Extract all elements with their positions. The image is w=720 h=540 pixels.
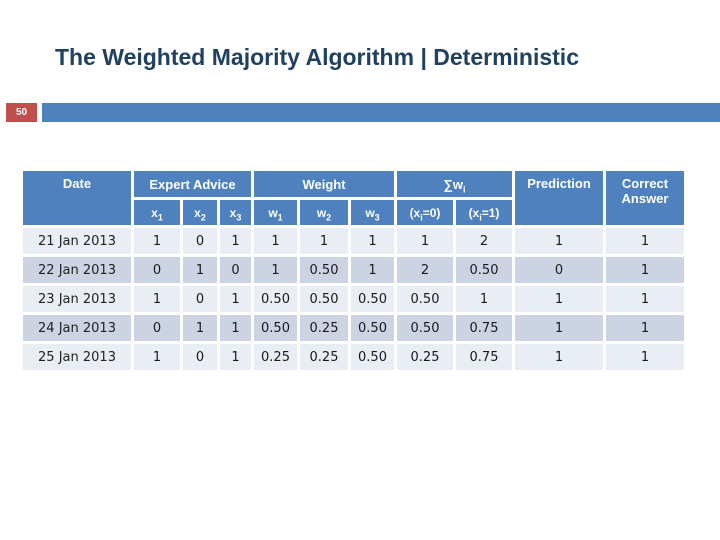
sum-xi1-cell: 0.75 [456, 344, 512, 370]
table-row: 24 Jan 2013 0 1 1 0.50 0.25 0.50 0.50 0.… [23, 315, 684, 341]
w1-cell: 0.50 [254, 286, 297, 312]
w3-cell: 0.50 [351, 286, 394, 312]
correct-answer-cell: 1 [606, 344, 684, 370]
sum-xi1-cell: 0.50 [456, 257, 512, 283]
sum-wi-label: ∑w [443, 176, 463, 192]
w2-cell: 0.25 [300, 344, 348, 370]
w1-cell: 0.50 [254, 315, 297, 341]
x1-cell: 0 [134, 257, 180, 283]
column-header-correct-answer: Correct Answer [606, 171, 684, 225]
w1-cell: 1 [254, 228, 297, 254]
x1-cell: 1 [134, 344, 180, 370]
column-group-expert-advice: Expert Advice [134, 171, 251, 197]
w2-cell: 0.25 [300, 315, 348, 341]
column-header-x3: x3 [220, 200, 251, 225]
date-cell: 23 Jan 2013 [23, 286, 131, 312]
table-row: 21 Jan 2013 1 0 1 1 1 1 1 2 1 1 [23, 228, 684, 254]
sum-xi0-cell: 0.25 [397, 344, 453, 370]
correct-answer-cell: 1 [606, 257, 684, 283]
column-header-w1: w1 [254, 200, 297, 225]
table-row: 23 Jan 2013 1 0 1 0.50 0.50 0.50 0.50 1 … [23, 286, 684, 312]
w3-cell: 1 [351, 257, 394, 283]
x2-cell: 1 [183, 315, 217, 341]
x3-cell: 1 [220, 228, 251, 254]
prediction-cell: 1 [515, 344, 603, 370]
column-group-weight: Weight [254, 171, 394, 197]
prediction-cell: 1 [515, 228, 603, 254]
column-header-date: Date [23, 171, 131, 225]
x2-cell: 1 [183, 257, 217, 283]
x2-cell: 0 [183, 286, 217, 312]
table-header-row-subcolumns: x1 x2 x3 w1 w2 w3 (xi=0) (xi=1) [23, 200, 684, 225]
x2-cell: 0 [183, 344, 217, 370]
table-row: 25 Jan 2013 1 0 1 0.25 0.25 0.50 0.25 0.… [23, 344, 684, 370]
w1-cell: 0.25 [254, 344, 297, 370]
sum-xi0-cell: 0.50 [397, 286, 453, 312]
x1-cell: 1 [134, 286, 180, 312]
w3-cell: 1 [351, 228, 394, 254]
w1-cell: 1 [254, 257, 297, 283]
sum-xi1-cell: 0.75 [456, 315, 512, 341]
w3-cell: 0.50 [351, 315, 394, 341]
w2-cell: 0.50 [300, 257, 348, 283]
column-header-sum-xi0: (xi=0) [397, 200, 453, 225]
x3-cell: 0 [220, 257, 251, 283]
prediction-cell: 1 [515, 315, 603, 341]
column-header-w2: w2 [300, 200, 348, 225]
column-header-x2: x2 [183, 200, 217, 225]
correct-answer-cell: 1 [606, 286, 684, 312]
prediction-cell: 1 [515, 286, 603, 312]
column-header-w3: w3 [351, 200, 394, 225]
slide-number-badge: 50 [6, 103, 37, 122]
prediction-cell: 0 [515, 257, 603, 283]
sum-xi0-cell: 1 [397, 228, 453, 254]
date-cell: 25 Jan 2013 [23, 344, 131, 370]
w3-cell: 0.50 [351, 344, 394, 370]
sum-xi0-cell: 0.50 [397, 315, 453, 341]
x3-cell: 1 [220, 315, 251, 341]
correct-answer-cell: 1 [606, 228, 684, 254]
weighted-majority-table: Date Expert Advice Weight ∑wi Prediction… [20, 168, 687, 373]
sum-xi1-cell: 1 [456, 286, 512, 312]
sum-wi-subscript: i [462, 184, 466, 195]
date-cell: 22 Jan 2013 [23, 257, 131, 283]
sum-xi1-cell: 2 [456, 228, 512, 254]
column-group-sum-wi: ∑wi [397, 171, 512, 197]
date-cell: 24 Jan 2013 [23, 315, 131, 341]
x1-cell: 1 [134, 228, 180, 254]
column-header-prediction: Prediction [515, 171, 603, 225]
correct-answer-cell: 1 [606, 315, 684, 341]
table-header-row-groups: Date Expert Advice Weight ∑wi Prediction… [23, 171, 684, 225]
x1-cell: 0 [134, 315, 180, 341]
x3-cell: 1 [220, 286, 251, 312]
slide-title: The Weighted Majority Algorithm | Determ… [55, 44, 579, 70]
accent-bar [42, 103, 720, 122]
w2-cell: 1 [300, 228, 348, 254]
column-header-sum-xi1: (xi=1) [456, 200, 512, 225]
date-cell: 21 Jan 2013 [23, 228, 131, 254]
column-header-x1: x1 [134, 200, 180, 225]
w2-cell: 0.50 [300, 286, 348, 312]
table-row: 22 Jan 2013 0 1 0 1 0.50 1 2 0.50 0 1 [23, 257, 684, 283]
sum-xi0-cell: 2 [397, 257, 453, 283]
x3-cell: 1 [220, 344, 251, 370]
x2-cell: 0 [183, 228, 217, 254]
